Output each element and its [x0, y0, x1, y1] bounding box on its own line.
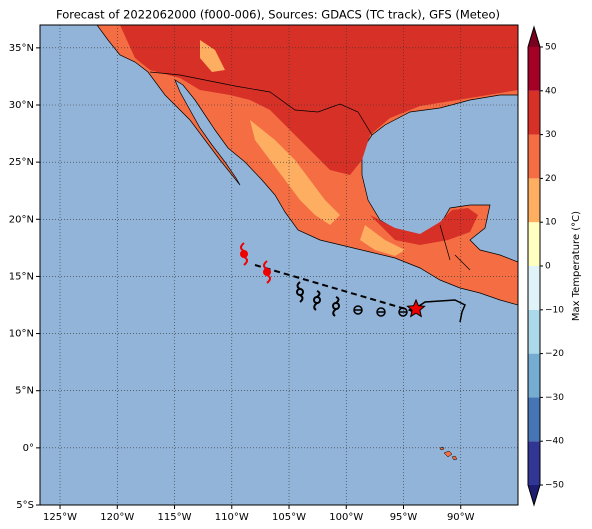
lat-tick-label: 20°N — [9, 214, 34, 225]
colorbar-band — [528, 90, 540, 135]
lon-tick-label: 95°W — [390, 512, 418, 523]
hot-region — [370, 208, 478, 245]
map-frame — [39, 24, 519, 506]
hurricane-symbol — [240, 242, 271, 284]
colorbar-tick-label: 20 — [545, 174, 557, 184]
lon-tick-label: 115°W — [158, 512, 192, 523]
lat-tick-label: 35°N — [9, 43, 34, 54]
storm-symbol — [296, 281, 340, 317]
colorbar-band — [528, 47, 540, 91]
lon-tick-label: 90°W — [447, 512, 475, 523]
colorbar: −50 −40 −30 −20 −10 0 10 20 30 40 50 — [527, 25, 564, 507]
past-track — [415, 299, 466, 323]
colorbar-tick-label: −40 — [545, 437, 564, 447]
border — [149, 71, 471, 271]
lat-tick-label: 5°N — [15, 386, 34, 397]
colorbar-tick-label: −30 — [545, 393, 564, 403]
colorbar-band — [528, 353, 540, 398]
colorbar-tick-label: −20 — [545, 349, 564, 359]
colorbar-tick-label: −10 — [545, 305, 564, 315]
lat-tick-label: 10°N — [9, 329, 34, 340]
colorbar-extend — [528, 27, 540, 47]
colorbar-tick-label: 30 — [545, 130, 557, 140]
colorbar-band — [528, 441, 540, 485]
lon-tick-label: 125°W — [43, 512, 77, 523]
colorbar-label: Max Temperature (°C) — [571, 211, 582, 321]
colorbar-band — [528, 178, 540, 223]
grid — [40, 25, 518, 505]
mild-region — [200, 40, 405, 256]
storm-track — [240, 242, 466, 323]
lat-tick-label: 15°N — [9, 271, 34, 282]
lat-tick-label: 25°N — [9, 157, 34, 168]
lon-tick-label: 100°W — [329, 512, 363, 523]
colorbar-tick-label: −50 — [545, 481, 564, 491]
colorbar-band — [528, 397, 540, 442]
lon-tick-label: 110°W — [215, 512, 249, 523]
lon-tick-label: 120°W — [100, 512, 134, 523]
colorbar-tick-label: 50 — [545, 43, 557, 53]
colorbar-extend — [528, 485, 540, 505]
colorbar-band — [528, 266, 540, 310]
colorbar-tick-label: 10 — [545, 218, 557, 228]
colorbar-band — [528, 222, 540, 266]
lat-tick-label: 5°S — [16, 500, 34, 511]
lon-tick-label: 105°W — [272, 512, 306, 523]
current-position — [406, 298, 426, 318]
forecast-track — [254, 264, 417, 313]
lat-tick-label: 30°N — [9, 100, 34, 111]
map-area — [40, 25, 518, 505]
island — [439, 446, 458, 461]
depression-symbol — [353, 305, 408, 317]
colorbar-tick-label: 0 — [545, 262, 551, 272]
lat-tick-label: 0° — [23, 443, 34, 454]
colorbar-band — [528, 309, 540, 354]
map-title: Forecast of 2022062000 (f000-006), Sourc… — [56, 8, 500, 22]
colorbar-tick-label: 40 — [545, 86, 557, 96]
colorbar-band — [528, 134, 540, 179]
